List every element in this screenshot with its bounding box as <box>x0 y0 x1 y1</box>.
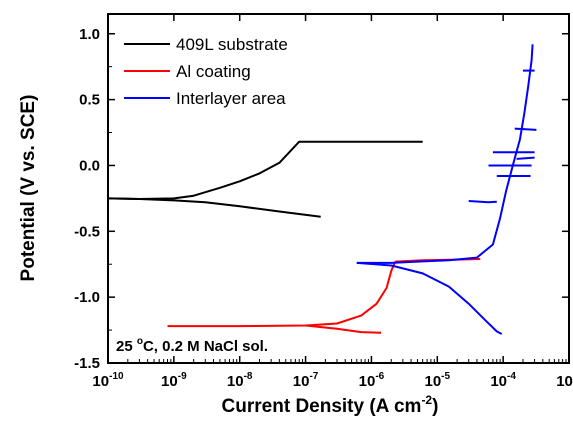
x-tick-exponent: -7 <box>309 371 318 382</box>
series-0-segment-1 <box>107 197 321 218</box>
annotation-suffix: C, 0.2 M NaCl sol. <box>143 338 268 355</box>
y-axis-title: Potential (V vs. SCE) <box>18 95 39 282</box>
series-2-segment-0 <box>356 44 534 264</box>
x-tick-exponent: -5 <box>441 371 450 382</box>
annotation-degree: o <box>137 336 143 347</box>
x-tick-label: 10-8 <box>227 371 253 390</box>
series-2-segment-6 <box>514 127 537 131</box>
condition-annotation: 25 oC, 0.2 M NaCl sol. <box>116 336 268 355</box>
y-tick-label: -0.5 <box>74 223 100 240</box>
x-tick-exponent: -10 <box>109 371 124 382</box>
x-tick-base: 10 <box>490 373 507 390</box>
series-2-segment-2 <box>468 200 497 204</box>
x-tick-label: 10-4 <box>490 371 516 390</box>
series-2-segment-1 <box>356 261 503 335</box>
y-tick-label: 0.0 <box>79 157 100 174</box>
series-1-segment-1 <box>305 324 382 334</box>
x-tick-exponent: -8 <box>244 371 253 382</box>
x-tick-base: 10 <box>556 373 573 390</box>
x-axis-title-sup: -2 <box>421 393 432 407</box>
x-tick-label: 10-5 <box>424 371 450 390</box>
x-tick-base: 10 <box>359 373 376 390</box>
series-1-segment-0 <box>167 261 397 328</box>
series-0-segment-0 <box>107 140 423 200</box>
series-layer <box>107 44 537 335</box>
y-tick-label: 1.0 <box>79 26 100 43</box>
x-tick-base: 10 <box>424 373 441 390</box>
x-axis-title: Current Density (A cm-2) <box>222 393 439 417</box>
legend-label-409l: 409L substrate <box>176 35 288 54</box>
y-tick-label: -1.0 <box>74 289 100 306</box>
x-tick-exponent: -6 <box>375 371 384 382</box>
x-tick-label: 10-10 <box>92 371 124 390</box>
y-tick-label: -1.5 <box>74 355 100 372</box>
legend-label-al-coating: Al coating <box>176 62 251 81</box>
x-axis-title-tail: ) <box>432 396 438 417</box>
x-tick-base: 10 <box>227 373 244 390</box>
x-tick-label: 10-3 <box>556 371 573 390</box>
legend: 409L substrate Al coating Interlayer are… <box>124 35 288 108</box>
x-tick-label: 10-6 <box>359 371 385 390</box>
legend-label-interlayer: Interlayer area <box>176 89 286 108</box>
series-2-segment-7 <box>516 156 535 160</box>
x-tick-label: 10-9 <box>161 371 187 390</box>
x-tick-label: 10-7 <box>293 371 319 390</box>
y-tick-label: 0.5 <box>79 92 100 109</box>
plot-frame <box>107 13 570 364</box>
annotation-prefix: 25 <box>116 338 137 355</box>
x-tick-base: 10 <box>161 373 178 390</box>
x-axis-title-main: Current Density (A cm <box>222 396 422 417</box>
tick-layer: 10-1010-910-810-710-610-510-410-31.00.50… <box>74 14 573 390</box>
x-tick-exponent: -9 <box>178 371 187 382</box>
x-tick-base: 10 <box>293 373 310 390</box>
x-tick-base: 10 <box>92 373 109 390</box>
x-tick-exponent: -4 <box>507 371 516 382</box>
